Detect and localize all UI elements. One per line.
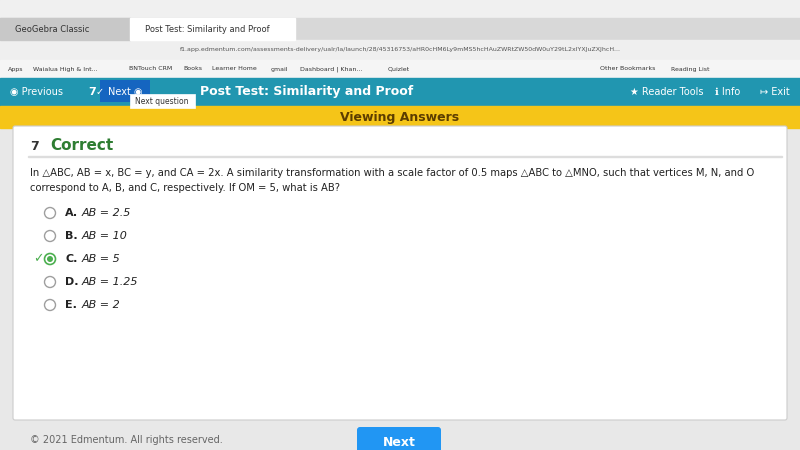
Bar — [130, 94, 195, 108]
Text: AB = 5: AB = 5 — [82, 254, 121, 264]
Text: Books: Books — [183, 67, 202, 72]
Text: f1.app.edmentum.com/assessments-delivery/ualr/la/launch/28/45316753/aHR0cHM6Ly9m: f1.app.edmentum.com/assessments-delivery… — [179, 48, 621, 53]
Text: In △ABC, AB = x, BC = y, and CA = 2x. A similarity transformation with a scale f: In △ABC, AB = x, BC = y, and CA = 2x. A … — [30, 168, 754, 178]
Text: AB = 2.5: AB = 2.5 — [82, 208, 131, 218]
Bar — [0, 78, 800, 106]
Text: A.: A. — [65, 208, 78, 218]
Text: Quizlet: Quizlet — [387, 67, 410, 72]
Text: ✓: ✓ — [96, 87, 104, 97]
Text: AB = 1.25: AB = 1.25 — [82, 277, 138, 287]
Text: Apps: Apps — [8, 67, 23, 72]
Text: Next question: Next question — [135, 96, 189, 105]
Text: BNTouch CRM: BNTouch CRM — [129, 67, 172, 72]
Text: Viewing Answers: Viewing Answers — [341, 111, 459, 123]
Text: Waialua High & Int...: Waialua High & Int... — [33, 67, 98, 72]
Text: © 2021 Edmentum. All rights reserved.: © 2021 Edmentum. All rights reserved. — [30, 435, 222, 445]
Bar — [0, 18, 800, 40]
Text: C.: C. — [65, 254, 78, 264]
Bar — [130, 18, 295, 40]
Text: E.: E. — [65, 300, 77, 310]
Text: Dashboard | Khan...: Dashboard | Khan... — [300, 66, 362, 72]
Text: 7: 7 — [30, 140, 38, 153]
Circle shape — [47, 256, 53, 262]
Text: Next ◉: Next ◉ — [108, 87, 142, 97]
Text: Post Test: Similarity and Proof: Post Test: Similarity and Proof — [145, 24, 270, 33]
Bar — [0, 0, 800, 18]
Text: AB = 2: AB = 2 — [82, 300, 121, 310]
Text: correspond to A, B, and C, respectively. If OM = 5, what is AB?: correspond to A, B, and C, respectively.… — [30, 183, 340, 193]
Bar — [28, 156, 782, 157]
Bar — [0, 40, 800, 60]
Text: Other Bookmarks: Other Bookmarks — [600, 67, 655, 72]
Text: Learner Home: Learner Home — [212, 67, 257, 72]
Text: gmail: gmail — [270, 67, 288, 72]
Text: 7: 7 — [88, 87, 96, 97]
Bar — [100, 80, 150, 102]
Text: Next: Next — [382, 436, 415, 449]
Text: Reading List: Reading List — [671, 67, 710, 72]
FancyBboxPatch shape — [357, 427, 441, 450]
Text: Correct: Correct — [50, 139, 114, 153]
Text: B.: B. — [65, 231, 78, 241]
Text: ℹ Info: ℹ Info — [715, 87, 740, 97]
Text: ✓: ✓ — [33, 252, 43, 266]
Text: D.: D. — [65, 277, 78, 287]
Bar — [0, 18, 130, 40]
Text: Post Test: Similarity and Proof: Post Test: Similarity and Proof — [200, 86, 414, 99]
Text: ◉ Previous: ◉ Previous — [10, 87, 63, 97]
Text: AB = 10: AB = 10 — [82, 231, 128, 241]
Text: ↦ Exit: ↦ Exit — [760, 87, 790, 97]
Bar — [0, 106, 800, 128]
Text: GeoGebra Classic: GeoGebra Classic — [15, 24, 90, 33]
Bar — [0, 60, 800, 78]
FancyBboxPatch shape — [13, 126, 787, 420]
Text: ★ Reader Tools: ★ Reader Tools — [630, 87, 703, 97]
